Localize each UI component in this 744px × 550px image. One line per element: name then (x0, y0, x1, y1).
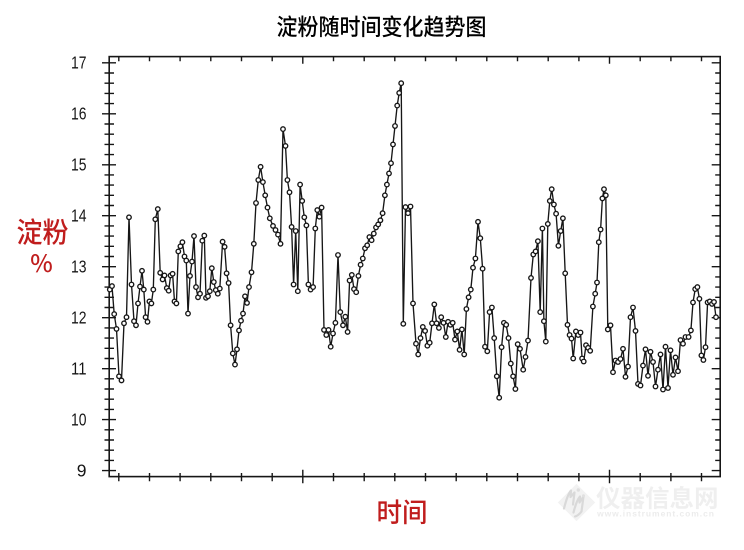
svg-text:14: 14 (71, 206, 87, 226)
svg-text:11: 11 (71, 359, 87, 379)
svg-text:www.instrument.com.cn: www.instrument.com.cn (596, 509, 715, 519)
svg-text:9: 9 (77, 461, 87, 481)
svg-text:16: 16 (71, 104, 87, 124)
svg-text:15: 15 (71, 155, 87, 175)
svg-text:12: 12 (71, 308, 87, 328)
svg-text:17: 17 (71, 53, 87, 73)
svg-text:10: 10 (71, 410, 87, 430)
svg-text:13: 13 (71, 257, 87, 277)
